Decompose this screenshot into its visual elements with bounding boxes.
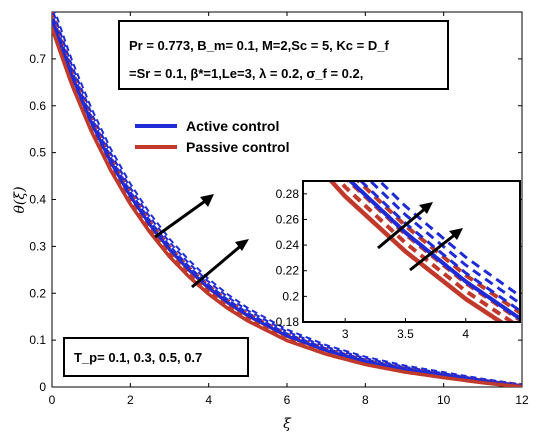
inset-y-tick-label: 0.18	[276, 315, 300, 329]
y-tick-label: 0.1	[29, 333, 46, 347]
params-line-2: =Sr = 0.1, β*=1,Le=3, λ = 0.2, σ_f = 0.2…	[129, 66, 363, 81]
inset-y-tick-label: 0.2	[282, 289, 299, 303]
inset-y-tick-label: 0.26	[276, 212, 300, 226]
x-axis-label: ξ	[283, 416, 292, 432]
passive-curve-tp-4	[356, 182, 519, 315]
x-tick-label: 2	[127, 393, 134, 407]
legend-label-passive: Passive control	[186, 139, 290, 155]
inset-x-tick-label: 4	[462, 327, 469, 341]
legend-label-active: Active control	[186, 118, 279, 134]
passive-curve-tp-2	[52, 22, 522, 387]
inset-ticks: 3 3.5 4 0.18 0.2 0.22 0.24 0.26 0.28	[276, 187, 470, 341]
active-curve-tp-3	[52, 12, 522, 387]
inset-curves	[329, 182, 519, 321]
y-tick-label: 0.3	[29, 239, 46, 253]
active-curve-tp-4	[54, 12, 522, 386]
main-curves	[52, 12, 522, 387]
y-tick-label: 0.4	[29, 193, 46, 207]
y-tick-label: 0.2	[29, 286, 46, 300]
active-curve-tp-2	[52, 13, 522, 387]
params-line-1: Pr = 0.773, B_m= 0.1, M=2,Sc = 5, Kc = D…	[129, 38, 389, 53]
inset-y-tick-label: 0.24	[276, 238, 300, 252]
y-axis-label: θ(ξ)	[12, 186, 28, 213]
main-arrows	[154, 194, 249, 289]
x-tick-label: 4	[205, 393, 212, 407]
x-tick-label: 12	[515, 393, 529, 407]
y-tick-label: 0.7	[29, 52, 46, 66]
params-box: Pr = 0.773, B_m= 0.1, M=2,Sc = 5, Kc = D…	[118, 20, 449, 90]
inset-x-tick-label: 3	[342, 327, 349, 341]
inset-y-tick-label: 0.28	[276, 187, 300, 201]
y-tick-label: 0	[39, 380, 46, 394]
inset-arrows	[377, 202, 463, 272]
y-tick-label: 0.5	[29, 146, 46, 160]
legend: Active control Passive control	[135, 118, 290, 155]
passive-curve-base	[329, 182, 504, 321]
passive-curve-base	[52, 27, 522, 387]
active-curve-base	[348, 182, 519, 321]
x-tick-label: 0	[49, 393, 56, 407]
inset-plot-area	[302, 180, 521, 323]
inset-x-tick-label: 3.5	[397, 327, 414, 341]
x-tick-label: 8	[362, 393, 369, 407]
x-tick-label: 6	[284, 393, 291, 407]
tp-box: T_p= 0.1, 0.3, 0.5, 0.7	[63, 337, 249, 377]
passive-curve-tp-2	[338, 182, 515, 321]
tp-label: T_p= 0.1, 0.3, 0.5, 0.7	[74, 350, 202, 365]
inset-y-tick-label: 0.22	[276, 264, 300, 278]
active-curve-base	[52, 19, 522, 387]
x-tick-label: 10	[437, 393, 451, 407]
y-tick-label: 0.6	[29, 99, 46, 113]
main-ticks: 0 2 4 6 8 10 12 0 0.1 0.2 0.3 0.4 0.5 0.6 0.7	[29, 12, 529, 407]
